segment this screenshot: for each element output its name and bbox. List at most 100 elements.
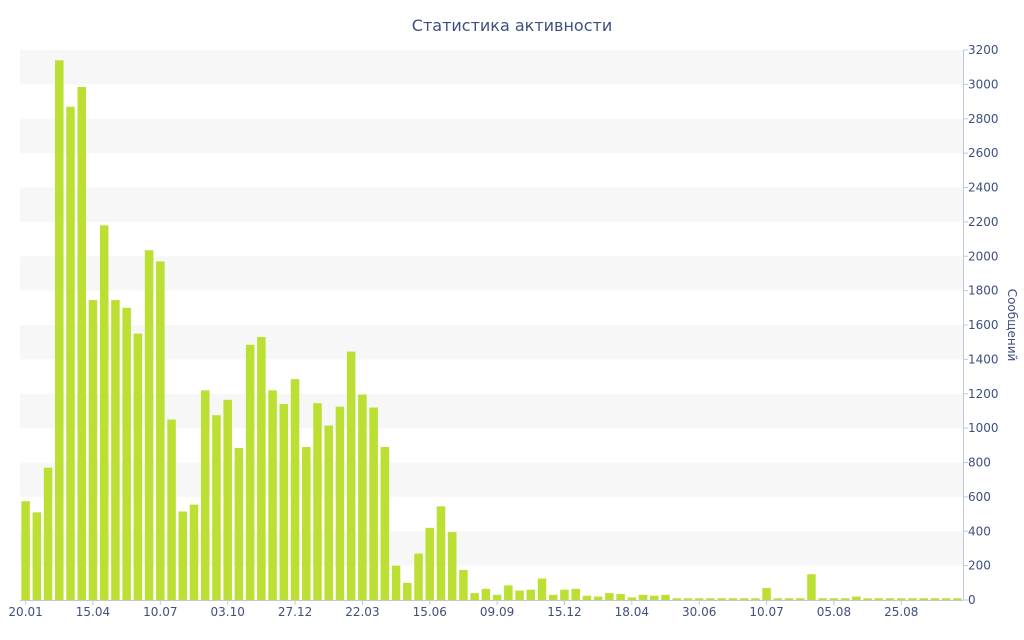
bar — [324, 425, 333, 600]
x-tick-label: 27.12 — [278, 605, 312, 619]
bar — [189, 504, 199, 600]
bar — [212, 415, 221, 600]
bar — [268, 390, 277, 600]
x-tick-label: 15.12 — [547, 605, 581, 619]
y-tick-label: 2000 — [968, 249, 999, 263]
bar — [369, 407, 378, 600]
grid-band — [20, 325, 963, 360]
x-tick-label: 05.08 — [817, 605, 851, 619]
bar — [447, 532, 457, 600]
bar — [582, 595, 592, 600]
bar — [178, 511, 188, 600]
bar — [380, 447, 390, 600]
bar — [908, 598, 917, 600]
y-tick-label: 400 — [968, 524, 991, 538]
y-tick-label: 1000 — [968, 421, 999, 435]
axes-group: 0 200 400 600 800 1000 1200 1400 1600 1800 2000 220… — [8, 43, 998, 619]
bar — [762, 587, 771, 600]
bar — [88, 300, 98, 600]
bar — [706, 598, 715, 600]
bar — [795, 598, 805, 600]
x-tick-label: 20.01 — [8, 605, 42, 619]
grid-bands — [20, 50, 963, 566]
x-tick-label: 15.04 — [76, 605, 110, 619]
y-tick-label: 2400 — [968, 181, 999, 195]
bar — [391, 565, 401, 601]
bar — [571, 588, 580, 600]
bar — [223, 399, 232, 600]
bar — [751, 598, 760, 600]
bar — [66, 106, 75, 600]
grid-band — [20, 50, 963, 85]
bar — [290, 379, 300, 600]
bar — [43, 467, 53, 600]
bar — [874, 598, 884, 600]
grid-band — [20, 531, 963, 566]
bar — [77, 86, 87, 600]
bars-group — [21, 60, 962, 601]
y-tick-label: 0 — [968, 593, 976, 607]
bar — [436, 506, 446, 600]
bar — [245, 344, 255, 600]
bar — [234, 447, 244, 600]
bar — [167, 419, 176, 600]
y-tick-label: 1200 — [968, 387, 999, 401]
bar — [526, 589, 536, 600]
bar — [156, 261, 165, 600]
bar — [548, 594, 558, 600]
y-tick-label: 1600 — [968, 318, 999, 332]
x-tick-label: 18.04 — [615, 605, 649, 619]
bar — [200, 390, 210, 600]
bar — [257, 337, 266, 600]
bar — [133, 333, 143, 600]
y-tick-label: 2800 — [968, 112, 999, 126]
bar — [414, 553, 423, 600]
bar — [650, 595, 659, 600]
bar — [144, 250, 154, 601]
y-tick-label: 600 — [968, 490, 991, 504]
bar — [784, 598, 794, 600]
bar — [459, 569, 468, 600]
bar — [504, 585, 513, 600]
bar — [930, 598, 940, 600]
bar — [605, 593, 614, 601]
bar — [99, 225, 109, 600]
x-tick-label: 10.07 — [143, 605, 177, 619]
bar — [302, 447, 311, 600]
y-tick-label: 200 — [968, 559, 991, 573]
bar — [717, 598, 726, 600]
bar — [111, 300, 120, 600]
bar — [21, 501, 30, 600]
x-tick-label: 10.07 — [749, 605, 783, 619]
bar — [863, 598, 872, 600]
bar — [694, 598, 704, 600]
bar — [941, 598, 951, 600]
bar — [55, 60, 64, 601]
bar — [807, 574, 816, 600]
bar — [829, 598, 839, 600]
bar — [739, 598, 749, 600]
bar — [616, 593, 625, 600]
y-tick-label: 1800 — [968, 284, 999, 298]
bar — [852, 596, 861, 600]
grid-band — [20, 187, 963, 222]
y-tick-label: 2200 — [968, 215, 999, 229]
bar — [896, 598, 906, 600]
y-tick-label: 800 — [968, 456, 991, 470]
x-tick-label: 03.10 — [211, 605, 245, 619]
y-tick-label: 2600 — [968, 146, 999, 160]
y-tick-label: 3200 — [968, 43, 999, 57]
bar — [492, 594, 502, 600]
bar — [470, 593, 479, 601]
bar — [672, 598, 681, 600]
bar — [818, 598, 827, 600]
bar — [953, 598, 962, 600]
bar — [403, 582, 412, 600]
bar — [515, 590, 524, 600]
y-tick-label: 1400 — [968, 352, 999, 366]
bar — [537, 578, 547, 600]
bar — [593, 596, 603, 600]
bar — [683, 598, 693, 600]
bar — [661, 594, 670, 600]
